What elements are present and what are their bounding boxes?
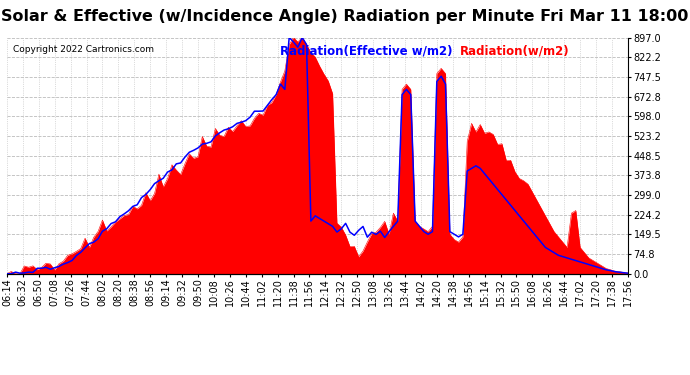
Text: Radiation(w/m2): Radiation(w/m2) bbox=[460, 45, 570, 58]
Text: Solar & Effective (w/Incidence Angle) Radiation per Minute Fri Mar 11 18:00: Solar & Effective (w/Incidence Angle) Ra… bbox=[1, 9, 689, 24]
Text: Radiation(Effective w/m2): Radiation(Effective w/m2) bbox=[280, 45, 453, 58]
Text: Copyright 2022 Cartronics.com: Copyright 2022 Cartronics.com bbox=[13, 45, 154, 54]
